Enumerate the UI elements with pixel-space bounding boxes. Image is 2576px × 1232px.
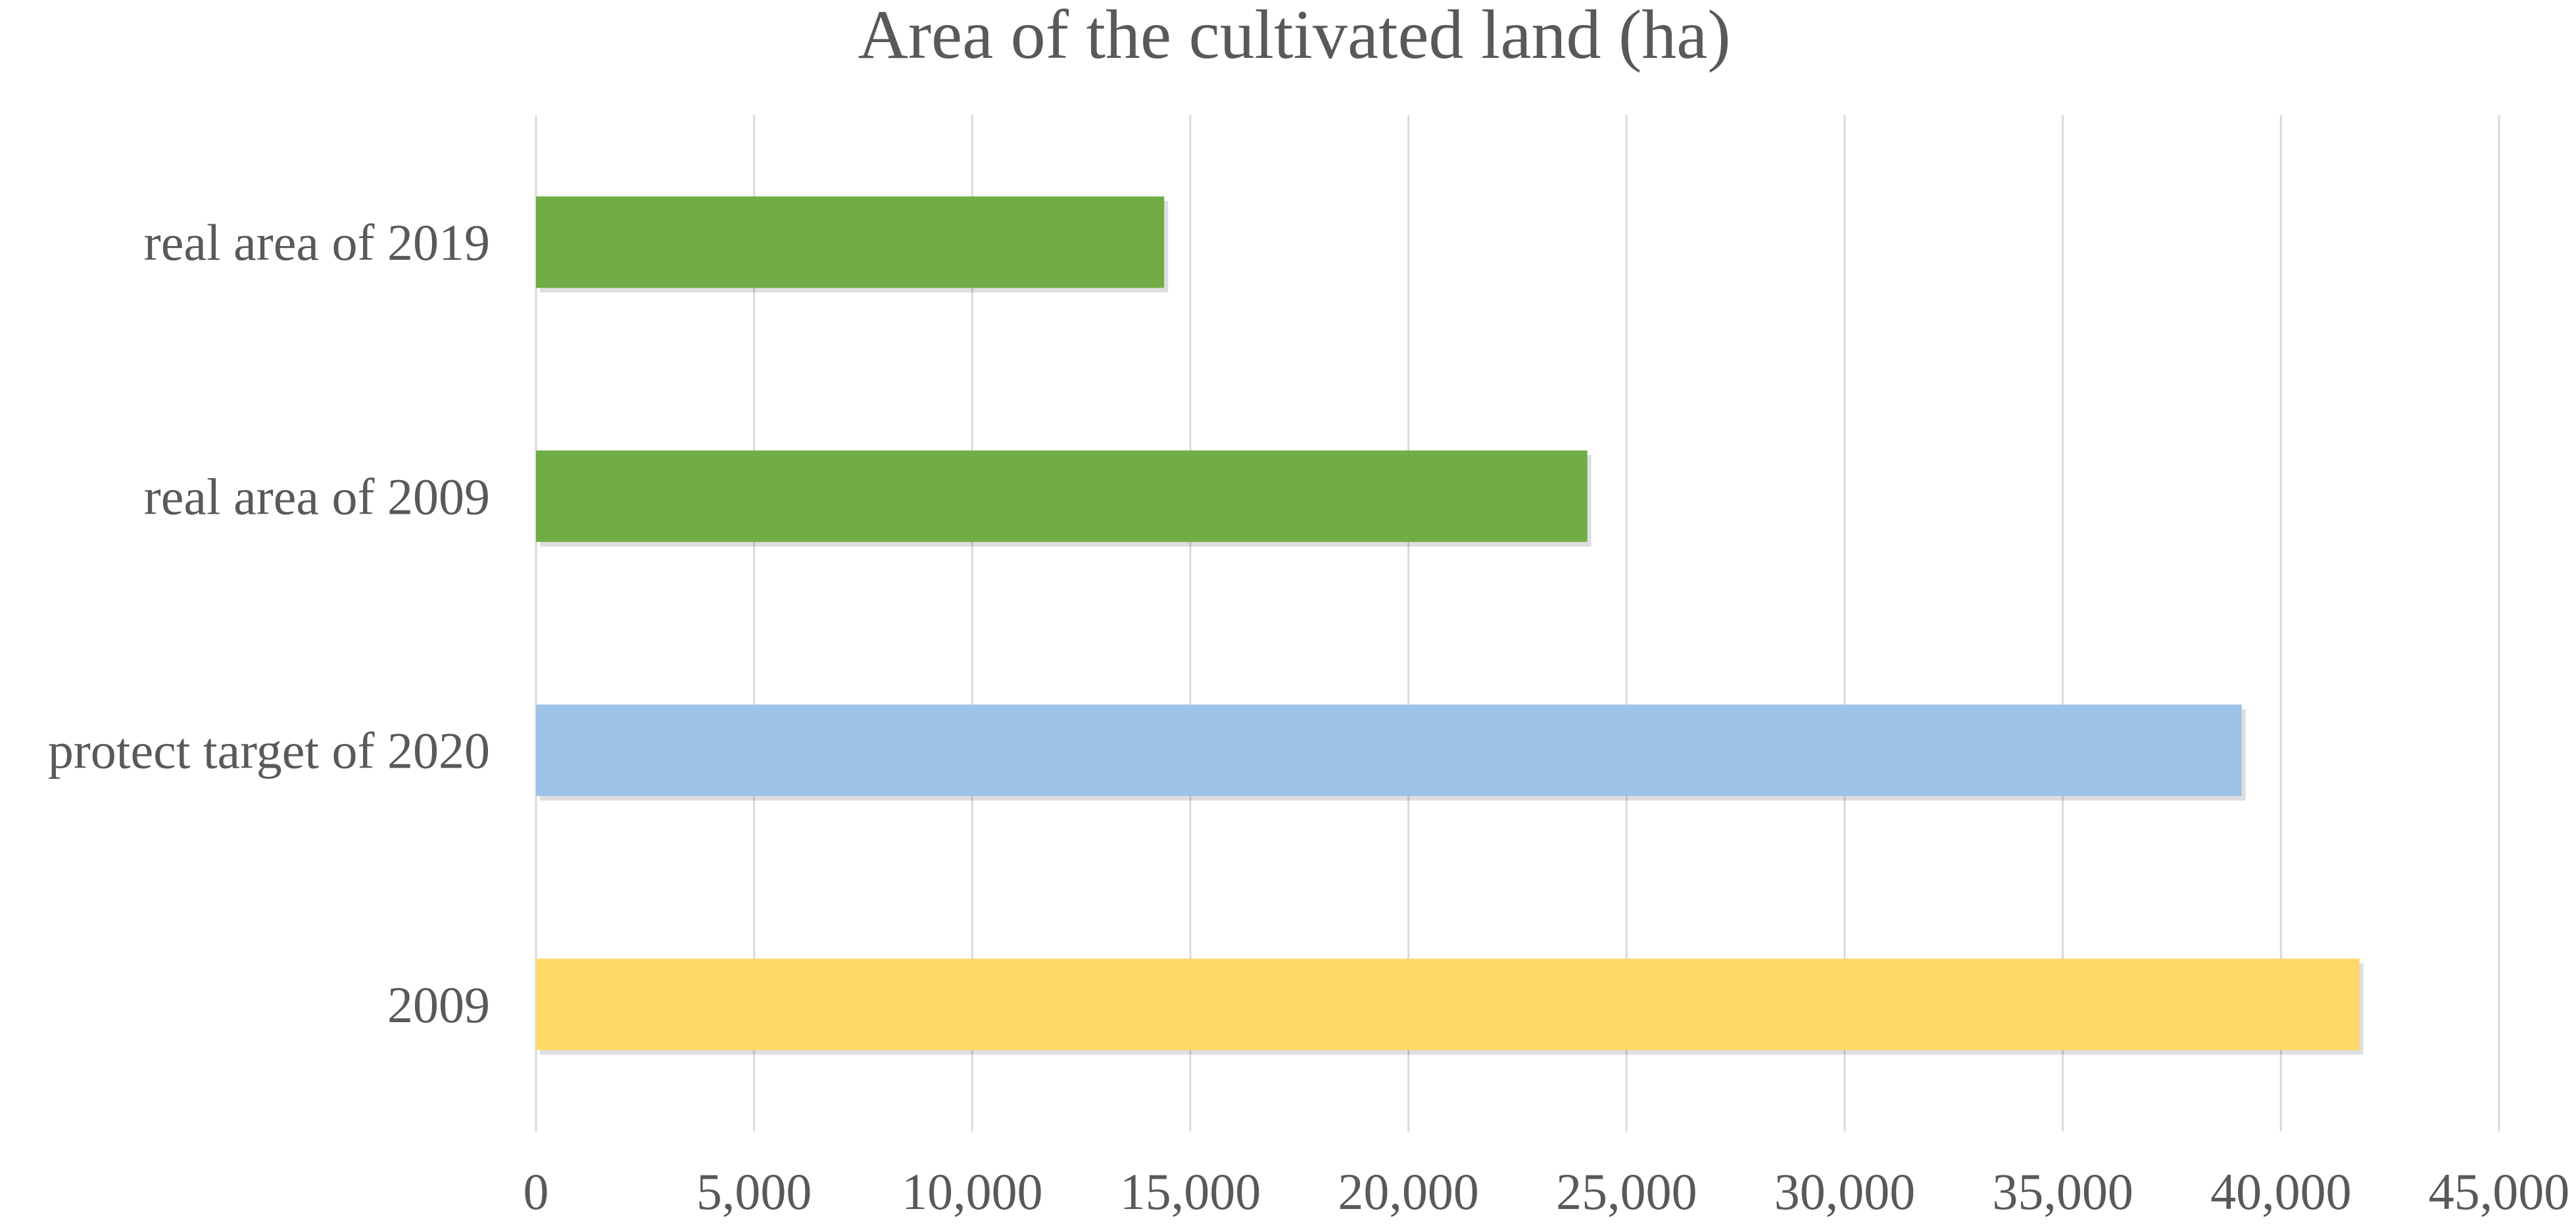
x-tick-label: 30,000: [1774, 1163, 1916, 1220]
bar-2009: [536, 958, 2360, 1050]
bar-real-area-of-2019: [536, 196, 1165, 288]
x-tick-label: 10,000: [902, 1163, 1043, 1220]
x-tick-label: 45,000: [2429, 1163, 2570, 1220]
x-tick-label: 40,000: [2210, 1163, 2352, 1220]
x-tick-label: 20,000: [1338, 1163, 1479, 1220]
x-axis-tick-labels: 0 5,000 10,000 15,000 20,000 25,000 30,000 35,0…: [523, 1163, 2570, 1220]
x-tick-label: 15,000: [1120, 1163, 1261, 1220]
x-tick-label: 25,000: [1556, 1163, 1697, 1220]
category-labels: real area of 2019 real area of 2009 protec…: [48, 214, 490, 1033]
category-label: real area of 2009: [144, 468, 490, 525]
bar-real-area-of-2009: [536, 450, 1588, 542]
category-label: 2009: [387, 976, 490, 1033]
x-tick-label: 35,000: [1992, 1163, 2133, 1220]
bar-protect-target-of-2020: [536, 704, 2242, 797]
x-tick-label: 5,000: [696, 1163, 812, 1220]
category-label: real area of 2019: [144, 214, 490, 271]
chart-title: Area of the cultivated land (ha): [858, 0, 1730, 73]
x-tick-label: 0: [523, 1163, 549, 1220]
bars: [536, 196, 2364, 1055]
category-label: protect target of 2020: [48, 722, 490, 779]
